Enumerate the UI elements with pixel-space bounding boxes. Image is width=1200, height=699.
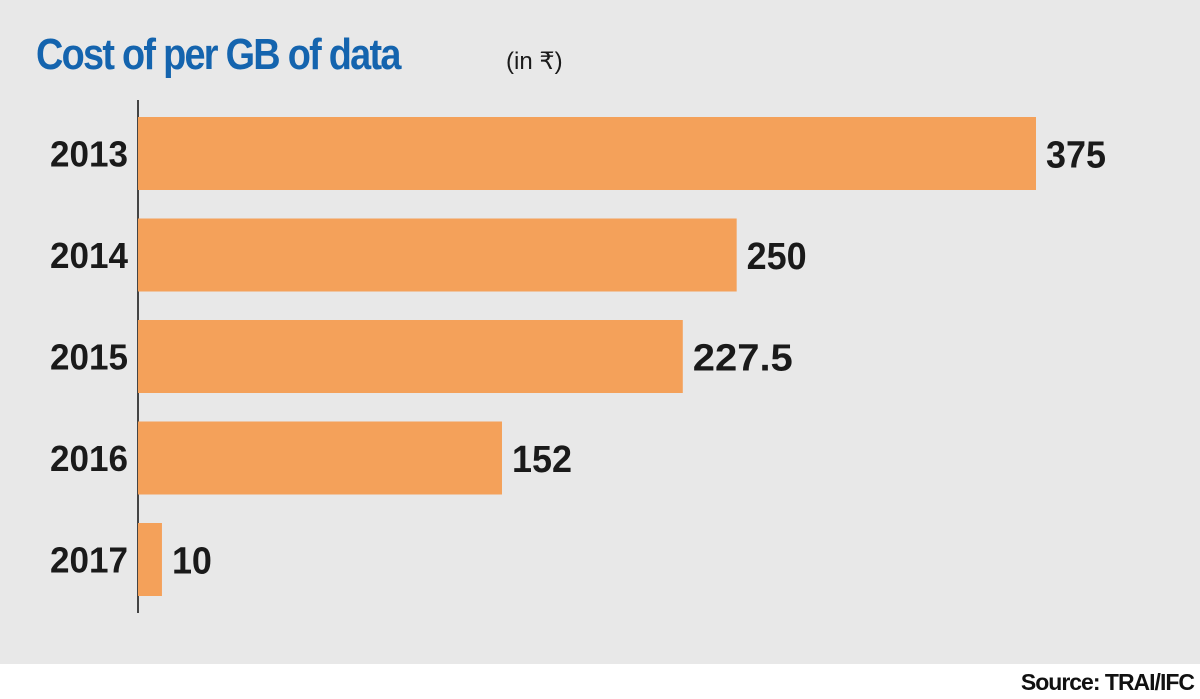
chart-unit: (in ₹) [506,48,563,75]
bar-2016 [138,421,502,495]
source-note: Source: TRAI/IFC [1020,669,1195,695]
bar-2015 [138,320,683,393]
category-label-2016: 2016 [50,438,128,479]
bar-2014 [138,218,737,292]
value-label-2016: 152 [512,439,572,481]
value-label-2014: 250 [747,236,807,278]
bar-chart: 2013 375 2014 250 2015 227.5 2016 152 2017 10 [50,100,1106,613]
value-label-2015: 227.5 [693,338,793,380]
chart-title: Cost of per GB of data [36,30,401,79]
category-label-2013: 2013 [50,134,128,175]
bar-2013 [138,117,1036,190]
bar-2017 [138,523,162,596]
category-label-2015: 2015 [50,337,128,378]
chart-title-block: Cost of per GB of data (in ₹) [36,30,563,80]
value-label-2017: 10 [172,541,212,583]
value-label-2013: 375 [1046,135,1106,177]
category-label-2017: 2017 [50,540,128,581]
chart-panel: Cost of per GB of data (in ₹) 2013 375 201… [0,0,1200,664]
category-label-2014: 2014 [50,235,128,276]
